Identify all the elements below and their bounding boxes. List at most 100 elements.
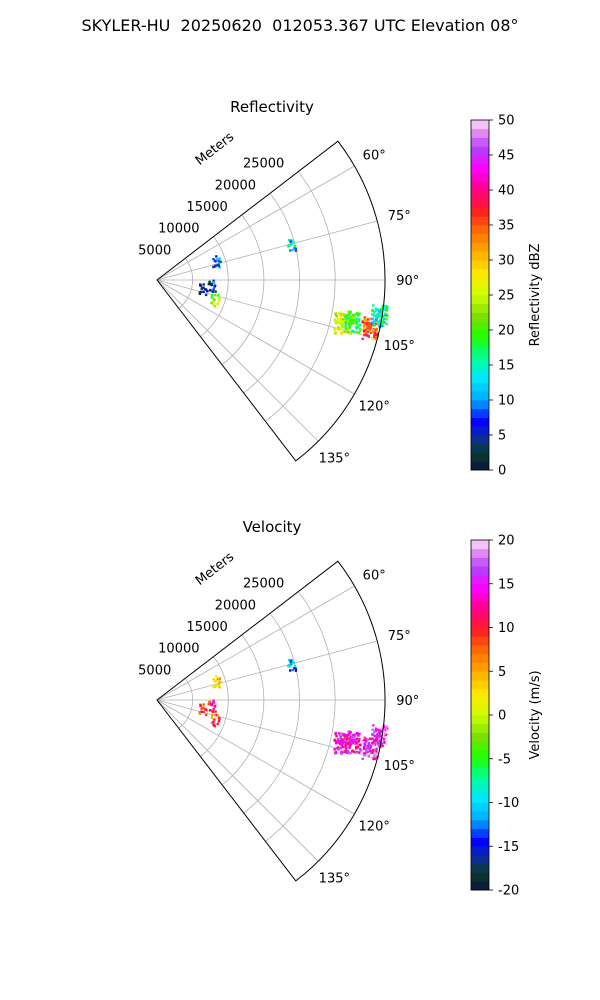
- echo-pixel: [218, 718, 221, 721]
- sector-outline: [156, 140, 386, 462]
- colorbar-tick-label: -15: [498, 840, 519, 855]
- echo-pixel: [336, 318, 340, 321]
- echo-pixel: [353, 735, 356, 738]
- echo-pixel: [373, 730, 376, 733]
- echo-pixel: [346, 737, 349, 741]
- echo-pixel: [338, 732, 341, 735]
- echo-pixel: [345, 331, 348, 334]
- echo-pixel: [348, 326, 351, 330]
- echo-pixel: [371, 741, 374, 744]
- echo-pixel: [348, 730, 352, 733]
- echo-pixel: [218, 262, 221, 265]
- echo-pixel: [336, 738, 340, 741]
- echo-pixel: [380, 742, 384, 745]
- echo-pixel: [354, 321, 357, 324]
- echo-pixel: [386, 728, 389, 731]
- echo-pixel: [386, 734, 389, 737]
- colorbar-tick-label: -20: [498, 884, 519, 899]
- colorbar-segment: [471, 286, 489, 296]
- echo-pixel: [378, 744, 381, 747]
- echo-pixel: [346, 330, 350, 334]
- echo-pixel: [216, 677, 219, 681]
- radial-tick-label: 10000: [158, 642, 199, 657]
- echo-pixel: [357, 734, 360, 737]
- echo-cell: [337, 739, 344, 746]
- echo-cell: [213, 679, 217, 683]
- echo-pixel: [363, 736, 366, 739]
- colorbar-segment: [471, 785, 489, 795]
- colorbar-segment: [471, 802, 489, 812]
- echo-pixel: [336, 740, 339, 743]
- echo-pixel: [204, 713, 208, 717]
- echo-pixel: [198, 291, 201, 294]
- colorbar-segment: [471, 872, 489, 882]
- echo-pixel: [365, 739, 368, 743]
- echo-pixel: [341, 745, 345, 749]
- echo-cell: [212, 718, 216, 722]
- echo-pixel: [359, 743, 362, 746]
- echo-pixel: [378, 742, 381, 745]
- echo-pixel: [344, 327, 348, 331]
- echo-pixel: [348, 746, 351, 750]
- echo-pixel: [335, 327, 339, 330]
- echo-pixel: [217, 684, 220, 687]
- colorbar-segment: [471, 216, 489, 226]
- azimuth-spoke: [156, 699, 355, 815]
- colorbar-segment: [471, 443, 489, 453]
- colorbar-segment: [471, 295, 489, 305]
- echo-pixel: [345, 736, 348, 739]
- colorbar-segment: [471, 583, 489, 593]
- colorbar-segment: [471, 828, 489, 838]
- echo-pixel: [376, 728, 379, 731]
- echo-pixel: [385, 309, 389, 312]
- echo-pixel: [358, 331, 361, 334]
- echo-pixel: [363, 334, 366, 337]
- echo-pixel: [365, 321, 368, 324]
- colorbar-segment: [471, 566, 489, 576]
- colorbar-segment: [471, 618, 489, 628]
- colorbar-segment: [471, 750, 489, 760]
- echo-cell: [201, 706, 205, 710]
- range-ring: [178, 258, 194, 309]
- range-ring: [178, 678, 194, 729]
- echo-pixel: [346, 326, 349, 329]
- echo-pixel: [381, 725, 384, 728]
- echo-pixel: [383, 732, 387, 735]
- echo-pixel: [356, 325, 359, 329]
- radial-tick-label: 20000: [215, 178, 256, 193]
- echo-pixel: [337, 748, 340, 751]
- echo-pixel: [358, 312, 361, 316]
- echo-pixel: [364, 750, 367, 754]
- echo-pixel: [341, 318, 344, 321]
- echo-pixel: [217, 264, 220, 267]
- echo-pixel: [374, 737, 378, 741]
- echo-pixel: [374, 750, 378, 753]
- echo-pixel: [355, 323, 358, 326]
- echo-pixel: [371, 321, 374, 324]
- echo-pixel: [366, 334, 369, 337]
- echo-pixel: [344, 747, 348, 751]
- colorbar-segment: [471, 207, 489, 217]
- echo-pixel: [345, 316, 348, 319]
- echo-pixel: [346, 746, 349, 749]
- echo-pixel: [353, 315, 356, 318]
- echo-pixel: [293, 244, 297, 248]
- echo-pixel: [373, 734, 376, 738]
- echo-pixel: [376, 753, 379, 756]
- echo-cell: [201, 286, 205, 290]
- echo-pixel: [385, 306, 388, 310]
- echo-pixel: [287, 238, 291, 242]
- colorbar-segment: [471, 330, 489, 340]
- colorbar-label: Velocity (m/s): [528, 670, 543, 759]
- echo-pixel: [386, 314, 389, 317]
- colorbar-segment: [471, 181, 489, 191]
- echo-pixel: [362, 752, 366, 755]
- echo-pixel: [334, 313, 337, 316]
- colorbar-tick-label: 15: [498, 359, 515, 374]
- echo-pixel: [371, 313, 374, 316]
- colorbar-segment: [471, 251, 489, 261]
- azimuth-spoke: [156, 165, 355, 281]
- colorbar-segment: [471, 146, 489, 156]
- echo-pixel: [374, 309, 377, 312]
- echo-pixel: [378, 320, 381, 323]
